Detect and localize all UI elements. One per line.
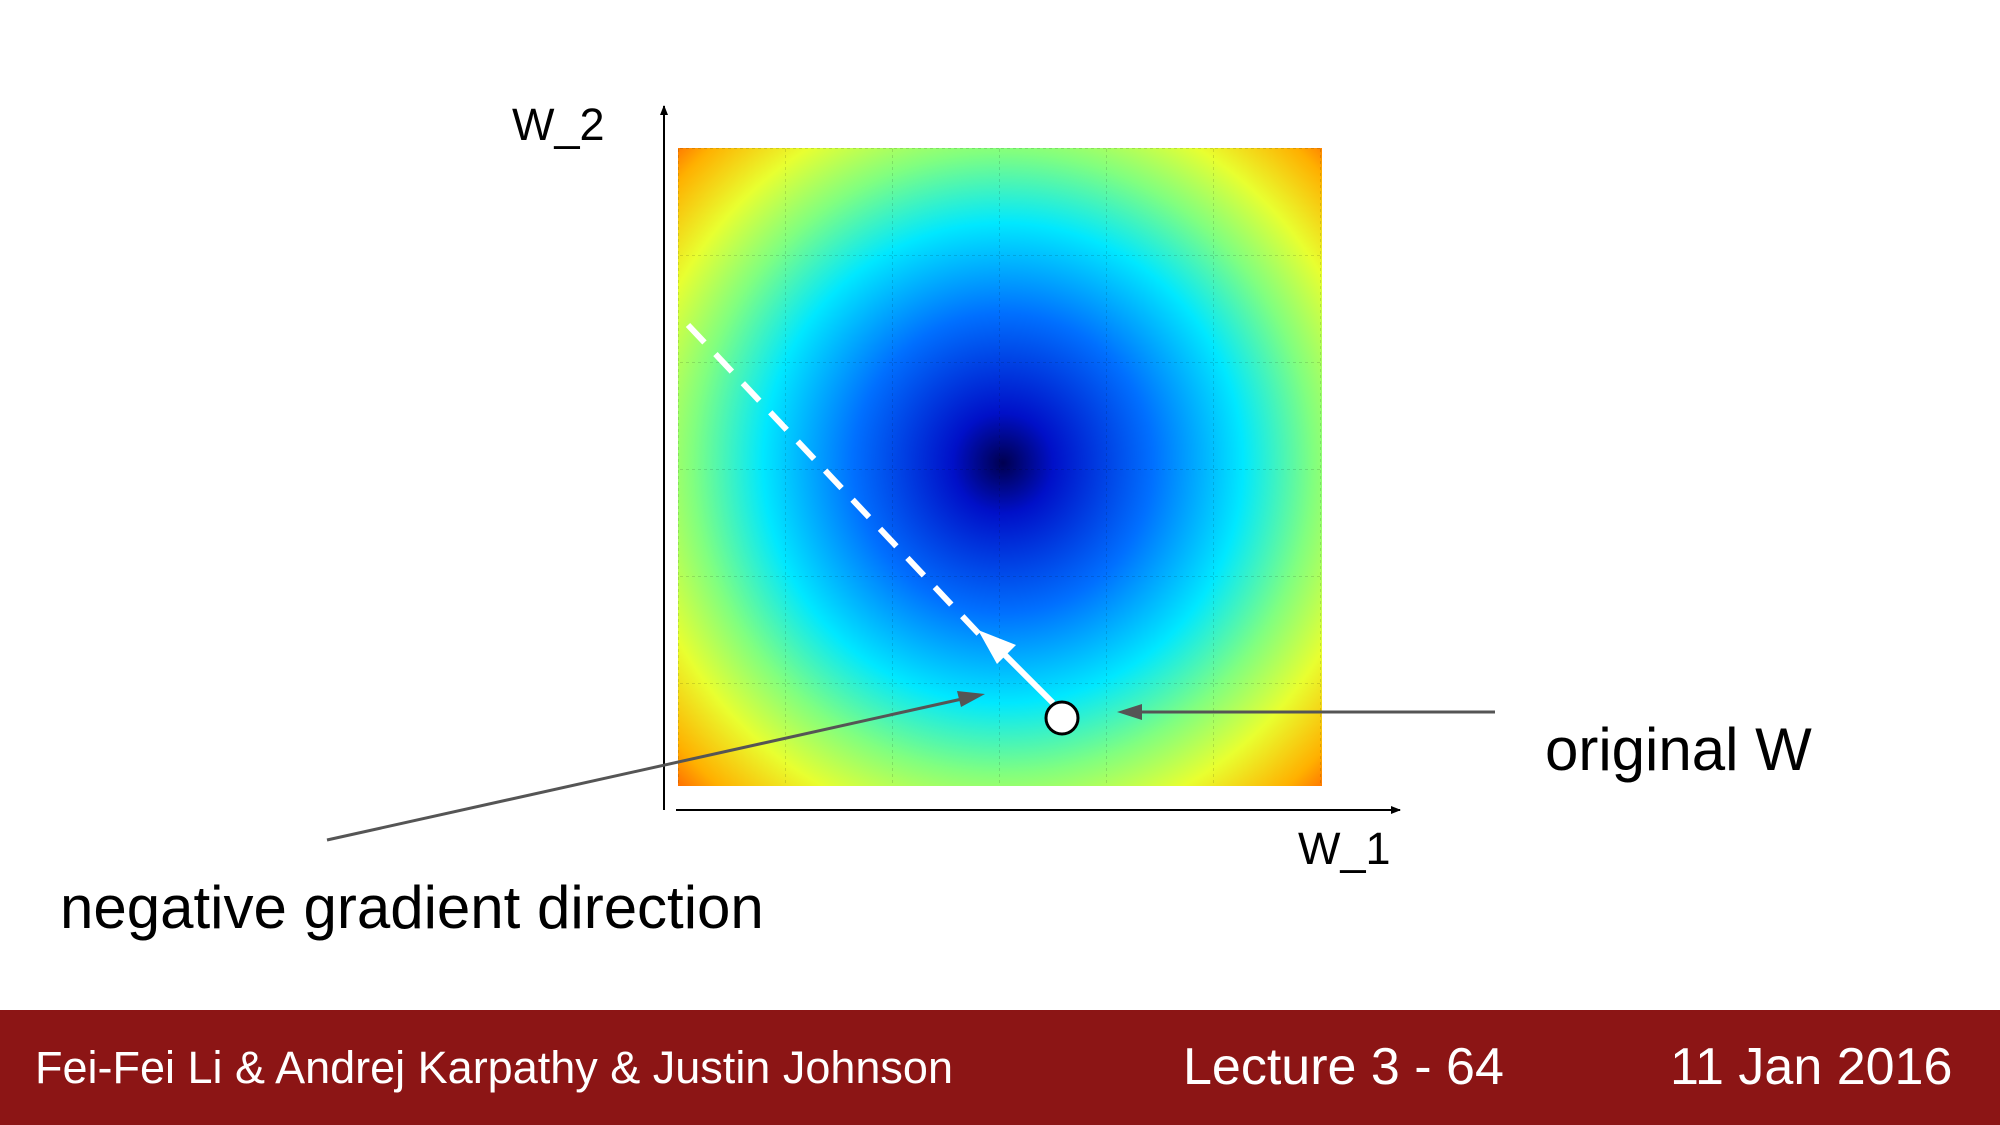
original-w-label: original W bbox=[1545, 716, 1812, 783]
negative-gradient-arrow-head bbox=[978, 630, 1016, 664]
gradient-callout-arrowhead bbox=[957, 691, 985, 707]
heatmap-grid bbox=[678, 148, 1322, 786]
x-axis-label: W_1 bbox=[1298, 823, 1391, 874]
footer-bar: Fei-Fei Li & Andrej Karpathy & Justin Jo… bbox=[0, 1010, 2000, 1125]
gradient-callout-line bbox=[326, 697, 963, 842]
original-w-point bbox=[1044, 700, 1080, 736]
footer-lecture-number: Lecture 3 - 64 bbox=[1183, 1038, 1504, 1096]
gradient-direction-dashed-line bbox=[685, 322, 983, 638]
original-w-callout-arrowhead bbox=[1117, 704, 1142, 720]
footer-authors: Fei-Fei Li & Andrej Karpathy & Justin Jo… bbox=[35, 1042, 953, 1093]
negative-gradient-arrow-shaft bbox=[1000, 650, 1056, 706]
loss-landscape-diagram: W_2 W_1 original W negative gradient dir… bbox=[60, 99, 1812, 941]
negative-gradient-label: negative gradient direction bbox=[60, 874, 764, 941]
footer-date: 11 Jan 2016 bbox=[1670, 1038, 1953, 1096]
y-axis-label: W_2 bbox=[512, 99, 605, 150]
